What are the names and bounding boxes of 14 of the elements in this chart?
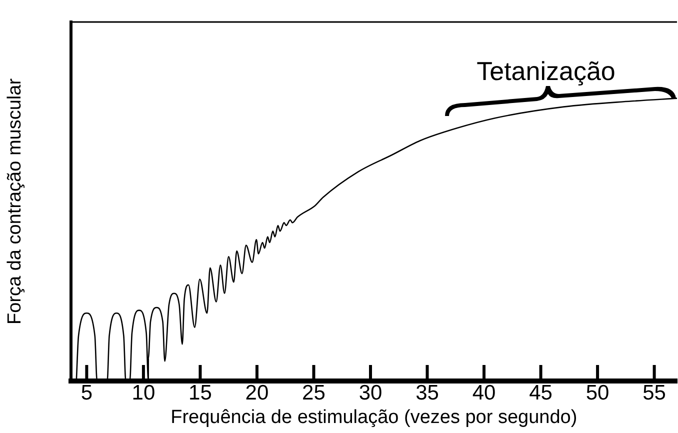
x-tick-label: 5	[80, 381, 93, 404]
x-tick-label: 50	[586, 381, 610, 404]
x-tick-label: 55	[642, 381, 666, 404]
x-tick-label: 15	[188, 381, 212, 404]
x-tick-label: 35	[416, 381, 439, 404]
text: Tetanização	[476, 56, 616, 86]
y-axis-title: Força da contração muscular	[4, 78, 26, 325]
x-tick-label: 20	[245, 381, 269, 404]
x-tick-label: 45	[529, 381, 552, 404]
x-tick-label: 40	[472, 381, 496, 404]
x-tick-label: 10	[132, 381, 156, 404]
x-tick-label: 30	[358, 381, 382, 404]
x-axis-title: Frequência de estimulação (vezes por segundo)	[170, 406, 578, 428]
x-tick-label: 25	[302, 381, 326, 404]
